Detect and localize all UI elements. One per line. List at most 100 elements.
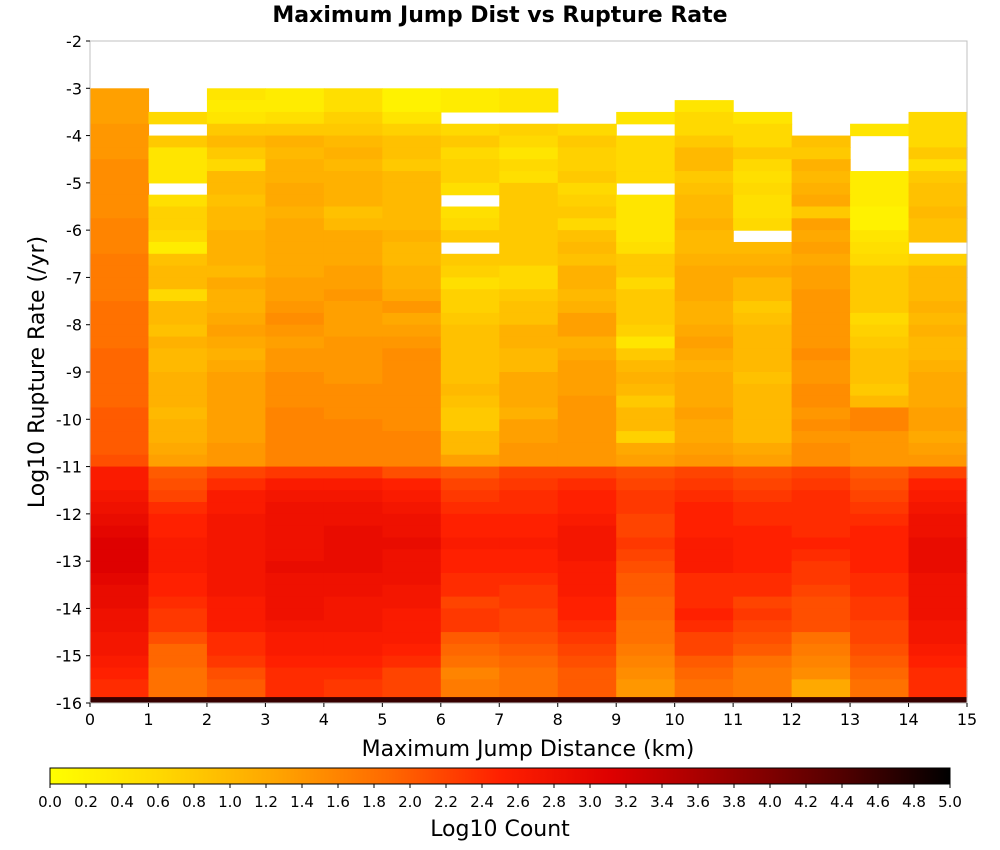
heatmap-cell (791, 407, 851, 420)
heatmap-cell (90, 431, 150, 444)
heatmap-cell (733, 360, 793, 373)
heatmap-cell (323, 100, 383, 113)
heatmap-cell (791, 241, 851, 255)
heatmap-cell (674, 596, 734, 610)
heatmap-cell (557, 241, 617, 255)
colorbar-tick-label: 2.4 (470, 793, 494, 811)
heatmap-cell (850, 561, 910, 574)
heatmap-cell (616, 620, 676, 633)
heatmap-cell (382, 478, 442, 491)
heatmap-cell (148, 277, 208, 290)
heatmap-cell (382, 171, 442, 184)
heatmap-cell (382, 490, 442, 503)
heatmap-cell (382, 537, 442, 550)
heatmap-cell (616, 206, 676, 219)
heatmap-cell (733, 490, 793, 503)
heatmap-cell (499, 643, 559, 657)
heatmap-cell (499, 691, 559, 698)
heatmap-cell (616, 608, 676, 621)
heatmap-cell (674, 513, 734, 527)
heatmap-cell (557, 572, 617, 586)
heatmap-cell (206, 667, 266, 680)
heatmap-cell (206, 111, 266, 125)
heatmap-cell (791, 312, 851, 326)
heatmap-cell (616, 419, 676, 432)
heatmap-cell (148, 655, 208, 669)
heatmap-cell (90, 135, 150, 148)
heatmap-cell (382, 655, 442, 669)
heatmap-cell (206, 194, 266, 208)
heatmap-cell (323, 348, 383, 361)
heatmap-cell (323, 431, 383, 444)
heatmap-cell (908, 301, 968, 314)
heatmap-cell (616, 478, 676, 491)
heatmap-cell (499, 135, 559, 148)
y-tick-label: -12 (56, 505, 82, 524)
heatmap-cell (557, 336, 617, 349)
heatmap-cell (674, 454, 734, 468)
heatmap-cell (791, 383, 851, 397)
heatmap-cell (733, 431, 793, 444)
colorbar-tick-label: 1.8 (362, 793, 386, 811)
heatmap-cell (908, 655, 968, 669)
heatmap-cell (791, 632, 851, 645)
heatmap-cell (616, 525, 676, 539)
heatmap-cell (733, 643, 793, 657)
heatmap-cell (557, 171, 617, 184)
heatmap-cell (616, 632, 676, 645)
heatmap-cell (674, 679, 734, 692)
heatmap-cell (733, 372, 793, 385)
heatmap-cell (440, 171, 500, 184)
heatmap-cell (791, 584, 851, 598)
heatmap-cell (382, 253, 442, 267)
heatmap-cell (265, 383, 325, 397)
x-tick-label: 5 (377, 710, 387, 729)
heatmap-cell (265, 490, 325, 503)
heatmap-cell (499, 182, 559, 196)
heatmap-cell (791, 171, 851, 184)
heatmap-cell (148, 691, 208, 698)
heatmap-cell (90, 490, 150, 503)
colorbar-tick-label: 4.2 (794, 793, 818, 811)
heatmap-cell (791, 572, 851, 586)
heatmap-cell (440, 289, 500, 302)
heatmap-cell (557, 643, 617, 657)
heatmap-cell (382, 100, 442, 113)
heatmap-cell (850, 206, 910, 219)
heatmap-cell (206, 691, 266, 698)
heatmap-cell (499, 206, 559, 219)
heatmap-cell (382, 206, 442, 219)
heatmap-cell (674, 572, 734, 586)
heatmap-cells (90, 88, 968, 703)
heatmap-cell (616, 324, 676, 338)
heatmap-cell (674, 372, 734, 385)
heatmap-cell (850, 513, 910, 527)
heatmap-cell (791, 643, 851, 657)
heatmap-cell (206, 171, 266, 184)
heatmap-cell (908, 419, 968, 432)
heatmap-cell (674, 431, 734, 444)
heatmap-cell (382, 407, 442, 420)
heatmap-cell (908, 679, 968, 692)
heatmap-cell (382, 608, 442, 621)
colorbar-label: Log10 Count (430, 817, 570, 842)
heatmap-cell (382, 123, 442, 137)
heatmap-cell (674, 620, 734, 633)
heatmap-cell (674, 442, 734, 456)
heatmap-cell (323, 478, 383, 491)
heatmap-cell (674, 525, 734, 539)
heatmap-cell (674, 561, 734, 574)
heatmap-cell (206, 253, 266, 267)
heatmap-cell (791, 159, 851, 172)
heatmap-cell (440, 218, 500, 231)
heatmap-cell (265, 655, 325, 669)
heatmap-cell (206, 679, 266, 692)
heatmap-cell (616, 111, 676, 125)
heatmap-cell (616, 383, 676, 397)
heatmap-cell (791, 135, 851, 148)
heatmap-cell (206, 513, 266, 527)
heatmap-cell (90, 679, 150, 692)
heatmap-cell (206, 123, 266, 137)
heatmap-cell (850, 442, 910, 456)
heatmap-cell (90, 502, 150, 515)
